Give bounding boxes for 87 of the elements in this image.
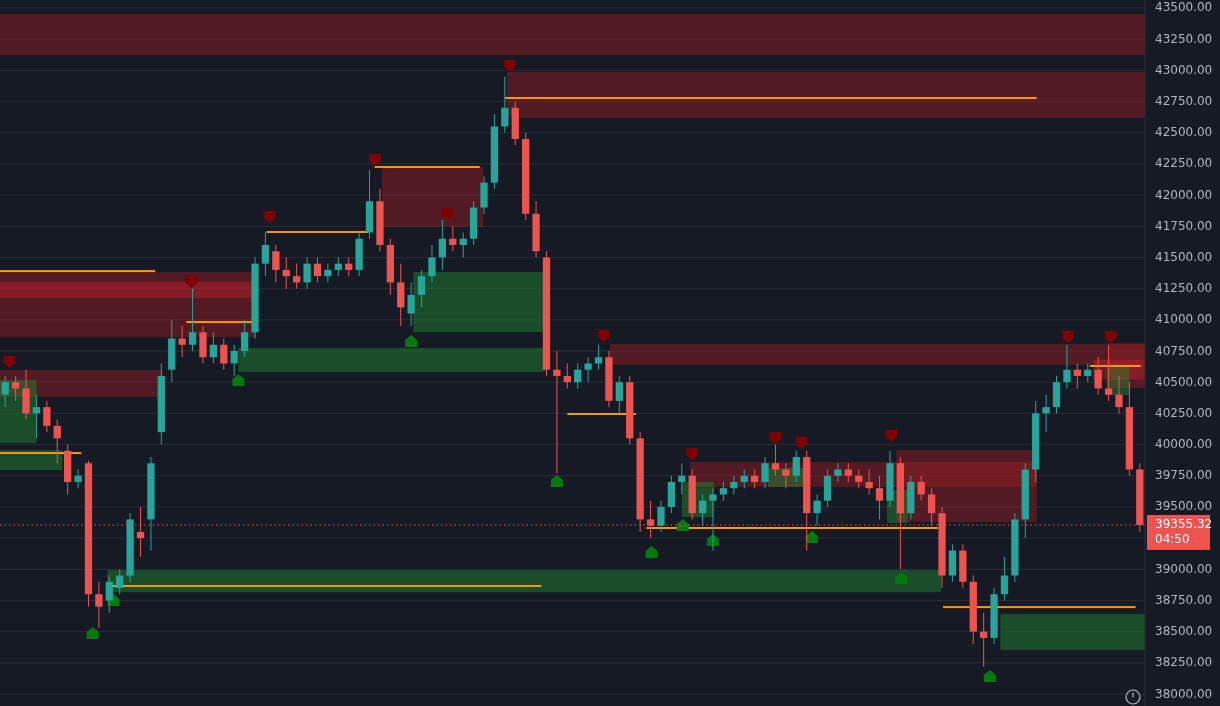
candlestick	[855, 469, 863, 489]
candlestick	[459, 232, 467, 258]
candlestick	[584, 356, 592, 383]
candlestick	[719, 481, 728, 502]
candlestick	[771, 444, 780, 477]
candlestick	[1063, 344, 1071, 389]
candlestick	[574, 362, 582, 389]
candlestick	[1084, 362, 1092, 383]
candlestick	[293, 263, 301, 290]
y-tick-label: 41250.00	[1155, 281, 1213, 296]
candlestick	[303, 256, 311, 290]
candlestick	[740, 469, 748, 489]
candlestick	[188, 288, 197, 352]
candlestick	[834, 462, 842, 483]
candlestick	[32, 394, 41, 439]
candlestick	[240, 319, 249, 358]
candlestick	[813, 493, 821, 527]
y-tick-label: 38250.00	[1155, 655, 1213, 670]
candlestick	[865, 469, 873, 495]
y-tick-label: 38000.00	[1155, 686, 1213, 701]
candlestick	[844, 462, 852, 483]
y-tick-label: 43500.00	[1155, 0, 1213, 15]
candlestick	[53, 419, 61, 464]
y-tick-label: 42250.00	[1155, 156, 1213, 171]
candlestick	[1073, 362, 1081, 389]
candlestick	[657, 500, 665, 533]
candlestick	[449, 225, 457, 252]
candlestick	[594, 344, 603, 371]
y-tick-label: 42500.00	[1155, 125, 1213, 140]
candlestick	[313, 256, 322, 283]
candlestick	[428, 244, 436, 283]
candlestick	[220, 338, 228, 371]
y-tick-label: 40750.00	[1155, 343, 1213, 358]
y-tick-label: 39750.00	[1155, 468, 1213, 483]
candlestick	[761, 456, 769, 489]
candlestick	[11, 375, 20, 402]
candlestick	[345, 256, 353, 277]
candlestick	[751, 469, 759, 489]
candlestick	[1094, 356, 1102, 396]
candlestick	[698, 493, 707, 527]
candlestick	[553, 350, 561, 474]
candlestick	[501, 76, 509, 134]
candlestick	[178, 325, 186, 358]
y-tick-label: 41750.00	[1155, 218, 1213, 233]
candlestick	[417, 269, 426, 308]
candlestick	[230, 344, 238, 377]
y-tick-label: 43250.00	[1155, 31, 1213, 46]
text: 04:50	[1155, 532, 1190, 547]
y-tick-label: 40500.00	[1155, 374, 1213, 389]
y-tick-label: 41000.00	[1155, 312, 1213, 327]
y-tick-label: 42000.00	[1155, 187, 1213, 202]
y-tick-label: 39000.00	[1155, 561, 1213, 576]
candlestick	[438, 219, 447, 271]
y-tick-label: 39500.00	[1155, 499, 1213, 514]
candlestick	[980, 612, 988, 668]
y-tick-label: 41500.00	[1155, 249, 1213, 264]
y-tick-label: 40000.00	[1155, 437, 1213, 452]
y-tick-label: 38500.00	[1155, 624, 1213, 639]
candlestick	[1115, 375, 1123, 414]
y-tick-label: 43000.00	[1155, 62, 1213, 77]
candlestick	[730, 475, 738, 495]
candlestick	[782, 462, 790, 489]
candlestick	[407, 281, 415, 327]
candlestick	[272, 244, 280, 283]
candlestick	[615, 375, 623, 414]
y-tick-label: 40250.00	[1155, 405, 1213, 420]
candlestick	[105, 575, 113, 614]
candlestick	[1000, 556, 1009, 601]
candlestick	[261, 232, 270, 277]
candlestick	[282, 256, 290, 290]
candlestick	[917, 475, 925, 502]
y-tick-label: 42750.00	[1155, 94, 1213, 109]
candlestick	[792, 450, 800, 483]
candlestick	[334, 256, 342, 277]
candlestick	[875, 475, 884, 520]
candlestick	[563, 362, 571, 389]
candlestick	[74, 469, 82, 489]
candlestick	[95, 581, 103, 629]
candlestick	[324, 263, 332, 283]
candlestick	[1042, 394, 1050, 433]
candlestick	[116, 568, 124, 595]
y-tick-label: 38750.00	[1155, 592, 1213, 607]
candlestick	[1104, 344, 1113, 402]
candlestick	[43, 400, 51, 433]
candlestick	[678, 462, 686, 495]
candlestick	[209, 331, 218, 364]
candlestick	[1, 375, 9, 408]
